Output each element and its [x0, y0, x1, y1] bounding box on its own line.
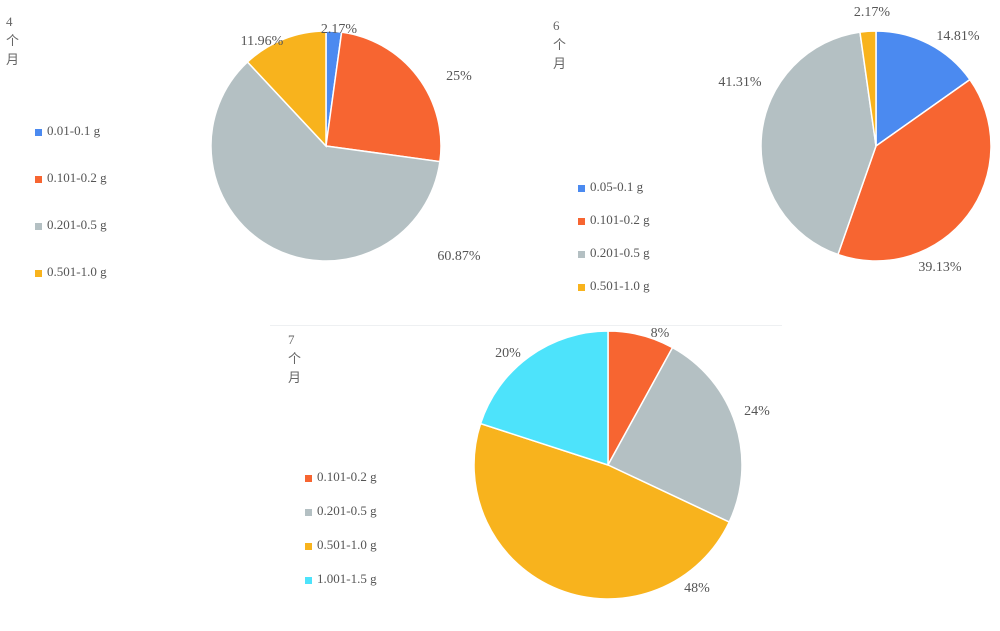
slice-data-label: 2.17%	[321, 22, 358, 37]
legend-item: 0.101-0.2 g	[35, 170, 107, 186]
legend-swatch	[305, 542, 312, 550]
legend-item: 0.201-0.5 g	[305, 503, 377, 519]
legend-swatch	[35, 128, 42, 136]
legend-label: 0.201-0.5 g	[590, 245, 650, 260]
legend-swatch	[35, 269, 42, 277]
legend-swatch	[578, 217, 585, 225]
pie-slice-1-3	[210, 60, 441, 262]
slice-data-label: 41.31%	[718, 75, 762, 90]
legend-item: 0.201-0.5 g	[35, 217, 107, 233]
legend-item: 0.01-0.1 g	[35, 123, 100, 139]
panel-frame-7	[270, 325, 782, 626]
chart-title: 6个月	[553, 18, 567, 71]
legend-label: 0.101-0.2 g	[317, 469, 377, 484]
pie-slice-3-2	[606, 346, 743, 524]
slice-data-label: 25%	[446, 69, 472, 84]
legend-item: 0.201-0.5 g	[578, 245, 650, 261]
legend-label: 0.101-0.2 g	[590, 212, 650, 227]
legend-item: 0.101-0.2 g	[305, 469, 377, 485]
slice-data-label: 14.81%	[936, 29, 980, 44]
slice-data-label: 39.13%	[918, 260, 962, 275]
legend-label: 0.101-0.2 g	[47, 170, 107, 185]
slice-data-label: 8%	[651, 326, 670, 341]
chart-title: 7个月	[288, 332, 302, 385]
legend-swatch	[305, 474, 312, 482]
pie-slice-1-4	[246, 30, 327, 148]
legend-label: 0.201-0.5 g	[317, 503, 377, 518]
legend-swatch	[578, 250, 585, 258]
pie-slice-1-2	[325, 31, 442, 163]
pie-slice-2-2	[836, 78, 992, 262]
legend-label: 1.001-1.5 g	[317, 571, 377, 586]
legend-swatch	[578, 283, 585, 291]
legend-item: 0.501-1.0 g	[35, 264, 107, 280]
slice-data-label: 60.87%	[437, 249, 481, 264]
legend-item: 0.101-0.2 g	[578, 212, 650, 228]
legend-label: 0.05-0.1 g	[590, 179, 644, 194]
pie-slice-2-3	[760, 31, 877, 256]
legend-swatch	[35, 222, 42, 230]
legend-swatch	[578, 184, 585, 192]
legend-label: 0.501-1.0 g	[47, 264, 107, 279]
legend-item: 0.501-1.0 g	[578, 278, 650, 294]
legend-label: 0.201-0.5 g	[47, 217, 107, 232]
pie-slice-3-3	[473, 422, 731, 600]
slice-data-label: 11.96%	[241, 34, 284, 49]
pie-slice-2-1	[875, 30, 971, 148]
legend-item: 0.501-1.0 g	[305, 537, 377, 553]
pie-slice-3-4	[479, 330, 609, 467]
chart-title: 4个月	[6, 14, 20, 67]
legend-label: 0.01-0.1 g	[47, 123, 101, 138]
legend-item: 1.001-1.5 g	[305, 571, 377, 587]
legend-swatch	[305, 576, 312, 584]
slice-data-label: 24%	[744, 404, 770, 419]
legend-swatch	[35, 175, 42, 183]
legend-label: 0.501-1.0 g	[317, 537, 377, 552]
slice-data-label: 48%	[684, 581, 710, 596]
legend-label: 0.501-1.0 g	[590, 278, 650, 293]
legend-item: 0.05-0.1 g	[578, 179, 643, 195]
pie-slice-2-4	[859, 30, 877, 147]
slice-data-label: 2.17%	[854, 5, 891, 20]
slice-data-label: 20%	[495, 346, 521, 361]
legend-swatch	[305, 508, 312, 516]
